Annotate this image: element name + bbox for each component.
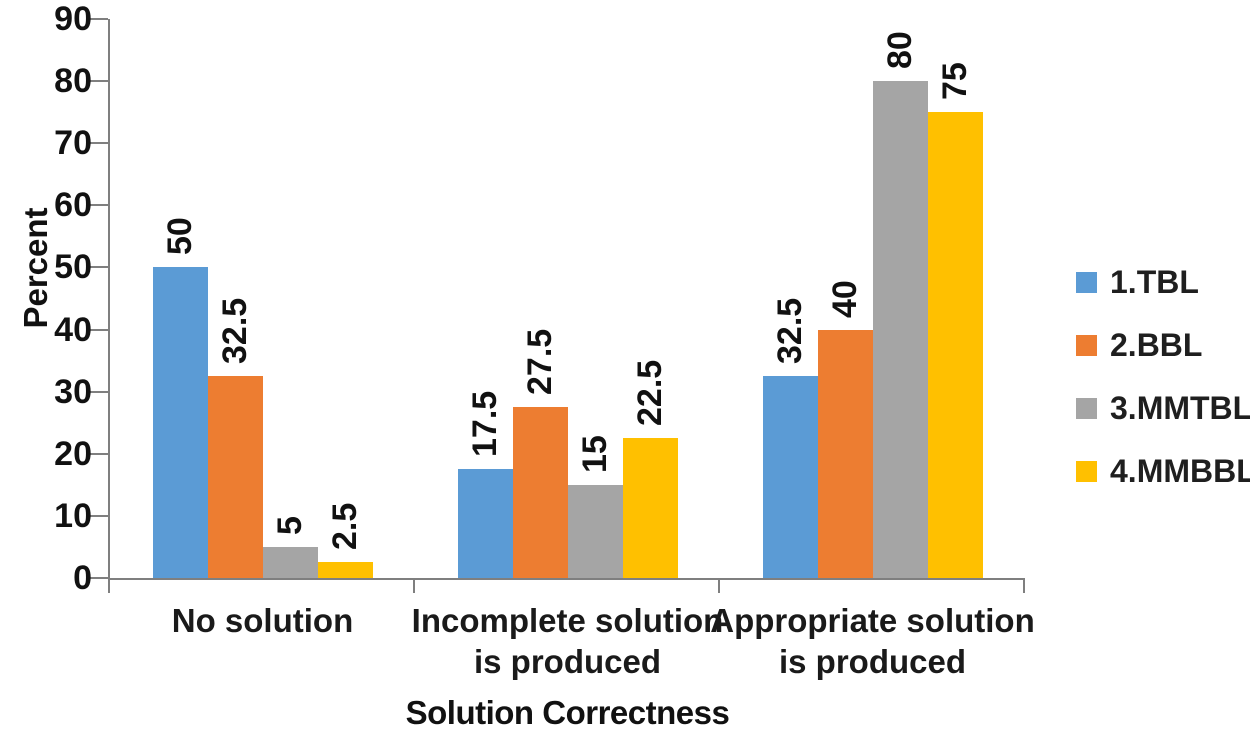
y-tick-label: 20 <box>54 434 92 473</box>
legend-swatch-icon <box>1076 461 1097 482</box>
bar-2.BBL-cat1 <box>207 376 263 578</box>
y-tick-label: 30 <box>54 372 92 411</box>
y-axis-tick <box>90 266 108 269</box>
y-axis-tick <box>90 142 108 145</box>
x-axis-line <box>108 578 1025 580</box>
y-tick-label: 40 <box>54 310 92 349</box>
y-tick-label: 60 <box>54 186 92 225</box>
y-axis-tick <box>90 328 108 331</box>
y-tick-label: 10 <box>54 496 92 535</box>
x-axis-tick <box>1023 578 1025 593</box>
category-label: Appropriate solution is produced <box>710 602 1035 680</box>
legend-swatch-icon <box>1076 398 1097 419</box>
bar-2.BBL-cat3 <box>817 329 873 578</box>
y-axis-tick <box>90 514 108 517</box>
bar-2.BBL-cat2 <box>512 407 568 578</box>
bar-1.TBL-cat1 <box>152 267 208 578</box>
bar-3.MMTBL-cat1 <box>262 546 318 578</box>
legend-label: 2.BBL <box>1110 327 1203 363</box>
legend-label: 1.TBL <box>1110 264 1199 300</box>
legend-swatch-icon <box>1076 272 1097 293</box>
category-label: No solution <box>171 602 354 639</box>
y-tick-label: 0 <box>73 559 92 597</box>
bar-3.MMTBL-cat3 <box>872 81 928 578</box>
x-axis-tick <box>413 578 415 593</box>
y-axis-tick <box>90 18 108 20</box>
y-axis-tick <box>90 452 108 455</box>
legend-label: 4.MMBBL <box>1110 453 1250 489</box>
bar-3.MMTBL-cat2 <box>567 484 623 578</box>
y-tick-label: 90 <box>54 0 92 38</box>
legend-label: 3.MMTBL <box>1110 390 1250 426</box>
bar-4.MMBBL-cat1 <box>317 562 373 578</box>
legend-swatch-icon <box>1076 335 1097 356</box>
y-axis-tick <box>90 204 108 207</box>
x-axis-title: Solution Correctness <box>405 694 730 731</box>
x-axis-tick <box>718 578 720 593</box>
bar-1.TBL-cat2 <box>457 469 513 578</box>
y-axis-tick <box>90 390 108 393</box>
x-axis-tick <box>108 578 110 593</box>
y-tick-label: 50 <box>54 248 92 287</box>
y-tick-label: 70 <box>54 124 92 163</box>
bar-1.TBL-cat3 <box>762 376 818 578</box>
category-label: Incomplete solution is produced <box>411 602 724 680</box>
bar-4.MMBBL-cat2 <box>622 438 678 578</box>
y-axis-tick <box>90 80 108 83</box>
bar-4.MMBBL-cat3 <box>927 112 983 578</box>
y-tick-label: 80 <box>54 62 92 101</box>
y-axis-line <box>108 19 110 578</box>
y-axis-tick <box>90 577 108 579</box>
